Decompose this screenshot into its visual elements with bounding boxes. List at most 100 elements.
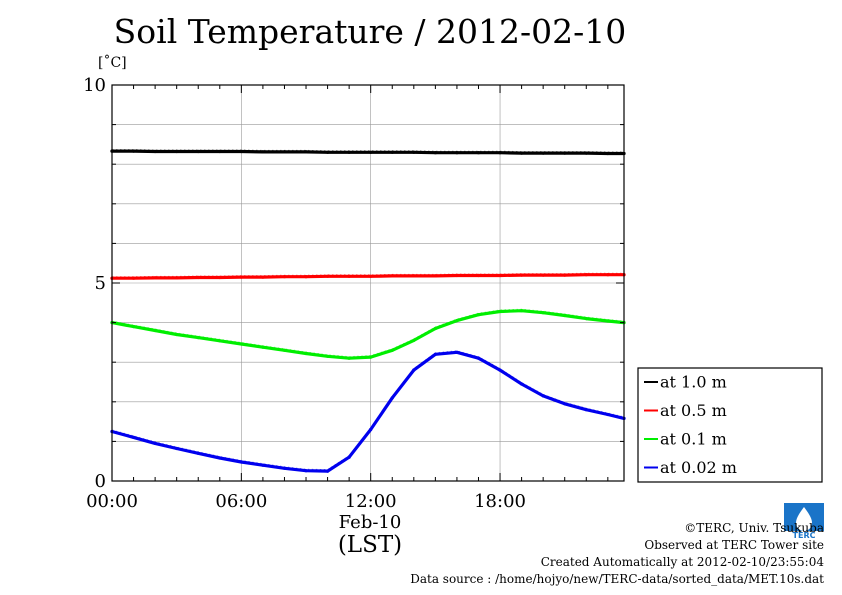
data-point <box>175 332 179 337</box>
data-point <box>433 352 437 356</box>
data-point <box>218 339 222 343</box>
data-point <box>239 460 243 464</box>
logo-text: TERC <box>793 531 816 539</box>
data-point <box>412 150 416 154</box>
data-point <box>520 309 524 313</box>
data-point <box>196 336 200 340</box>
data-point <box>606 319 610 323</box>
data-point <box>412 338 416 342</box>
chart-title: Soil Temperature / 2012-02-10 <box>113 12 627 51</box>
data-point <box>282 348 287 352</box>
series-line <box>110 309 626 360</box>
data-point <box>563 151 567 155</box>
data-point <box>390 150 394 154</box>
data-point <box>498 309 502 314</box>
data-point <box>412 368 416 372</box>
data-point <box>261 275 265 279</box>
data-point <box>476 313 481 317</box>
data-point <box>153 328 157 333</box>
x-tick-label: 12:00 <box>345 491 397 512</box>
y-axis-unit-label: [˚C] <box>98 55 127 71</box>
data-point <box>282 275 287 279</box>
data-point <box>476 356 481 360</box>
data-point <box>390 274 394 278</box>
data-point <box>498 368 502 372</box>
data-point <box>326 354 330 358</box>
data-point <box>606 412 610 417</box>
terc-logo-icon: TERC <box>784 503 824 539</box>
data-point <box>606 151 610 156</box>
data-point <box>390 396 394 400</box>
data-point <box>304 150 308 154</box>
y-tick-label: 0 <box>95 471 106 492</box>
data-point <box>476 151 481 155</box>
data-point <box>326 274 330 278</box>
legend-label: at 1.0 m <box>660 373 727 392</box>
data-point <box>412 274 416 278</box>
data-point <box>261 150 265 154</box>
data-point <box>153 276 157 280</box>
data-point <box>175 446 179 451</box>
data-point <box>520 382 524 386</box>
data-point <box>455 319 459 323</box>
data-point <box>433 326 437 331</box>
data-point <box>520 151 524 155</box>
series-line <box>110 149 626 156</box>
data-point <box>326 469 330 473</box>
data-point <box>563 313 567 318</box>
credit-source: Data source : /home/hojyo/new/TERC-data/… <box>410 572 824 586</box>
data-point <box>563 402 567 406</box>
x-axis-date-label: Feb-10 <box>338 512 402 533</box>
y-tick-label: 10 <box>83 75 106 96</box>
data-point <box>153 441 157 445</box>
data-point <box>175 276 179 280</box>
series-line-scatter <box>111 308 625 358</box>
data-point <box>433 274 437 278</box>
data-point <box>347 150 351 154</box>
data-point <box>132 435 136 439</box>
data-point <box>153 149 157 154</box>
legend: at 1.0 m at 0.5 m at 0.1 m at 0.02 m <box>637 367 823 483</box>
data-point <box>369 150 373 154</box>
data-point <box>455 151 459 155</box>
data-point <box>239 149 243 154</box>
data-point <box>347 356 351 360</box>
data-point <box>584 273 588 277</box>
x-tick-label: 18:00 <box>474 491 526 512</box>
data-point <box>132 276 136 280</box>
data-point <box>369 427 373 432</box>
data-point <box>347 455 351 459</box>
data-point <box>196 149 200 154</box>
data-point <box>282 466 287 470</box>
data-point <box>584 408 588 412</box>
y-tick-label: 5 <box>95 273 106 294</box>
legend-label: at 0.02 m <box>660 458 737 477</box>
data-point <box>606 273 610 277</box>
data-point <box>520 273 524 277</box>
data-point <box>261 345 265 349</box>
x-tick-label: 06:00 <box>215 491 267 512</box>
data-point <box>282 150 287 154</box>
series-line <box>110 350 626 473</box>
credit-site: Observed at TERC Tower site <box>644 538 824 552</box>
axis-ticks <box>111 84 624 482</box>
legend-label: at 0.1 m <box>660 430 727 449</box>
data-point <box>304 351 308 356</box>
data-point <box>347 274 351 278</box>
data-point <box>498 151 502 155</box>
data-point <box>541 151 545 155</box>
grid-lines <box>112 85 624 481</box>
data-point <box>239 275 243 279</box>
data-point <box>584 151 588 155</box>
data-point <box>218 456 222 460</box>
data-point <box>563 273 567 277</box>
data-point <box>541 394 545 398</box>
legend-label: at 0.5 m <box>660 401 727 420</box>
data-point <box>132 149 136 153</box>
data-point <box>476 273 481 278</box>
series-layer <box>110 149 626 473</box>
data-point <box>304 469 308 473</box>
data-point <box>369 355 373 359</box>
data-point <box>175 149 179 154</box>
